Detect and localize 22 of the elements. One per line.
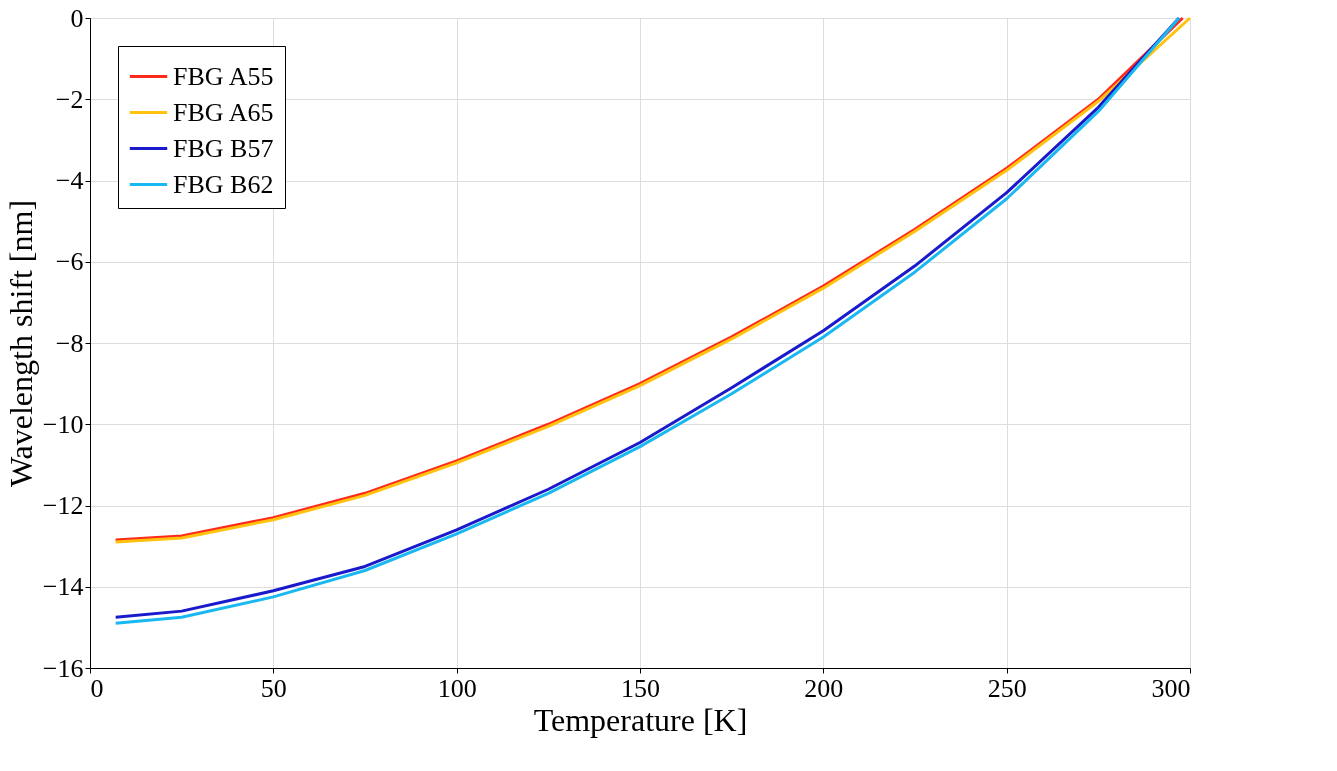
y-tick-label: −6 xyxy=(55,247,84,277)
legend-label: FBG B57 xyxy=(173,133,274,163)
x-tick-label: 50 xyxy=(260,673,287,703)
x-tick-label: 0 xyxy=(90,673,104,703)
x-tick-label: 100 xyxy=(437,673,477,703)
y-tick-label: −2 xyxy=(55,84,84,114)
x-axis-title: Temperature [K] xyxy=(533,701,748,738)
legend-label: FBG A65 xyxy=(173,97,274,127)
x-tick-label: 150 xyxy=(621,673,660,703)
y-tick-label: −4 xyxy=(55,166,84,195)
x-tick-label: 200 xyxy=(804,673,844,703)
x-tick-label: 300 xyxy=(1151,673,1191,703)
y-tick-label: −16 xyxy=(42,653,84,683)
legend-label: FBG A55 xyxy=(173,61,274,91)
legend-label: FBG B62 xyxy=(173,169,274,199)
x-tick-label: 250 xyxy=(987,673,1027,703)
y-tick-label: −10 xyxy=(42,409,84,439)
y-tick-label: −12 xyxy=(42,491,84,520)
y-tick-label: 0 xyxy=(70,3,84,33)
y-tick-label: −14 xyxy=(42,572,84,602)
y-axis-title: Wavelength shift [nm] xyxy=(2,199,39,488)
y-tick-label: −8 xyxy=(55,328,84,358)
